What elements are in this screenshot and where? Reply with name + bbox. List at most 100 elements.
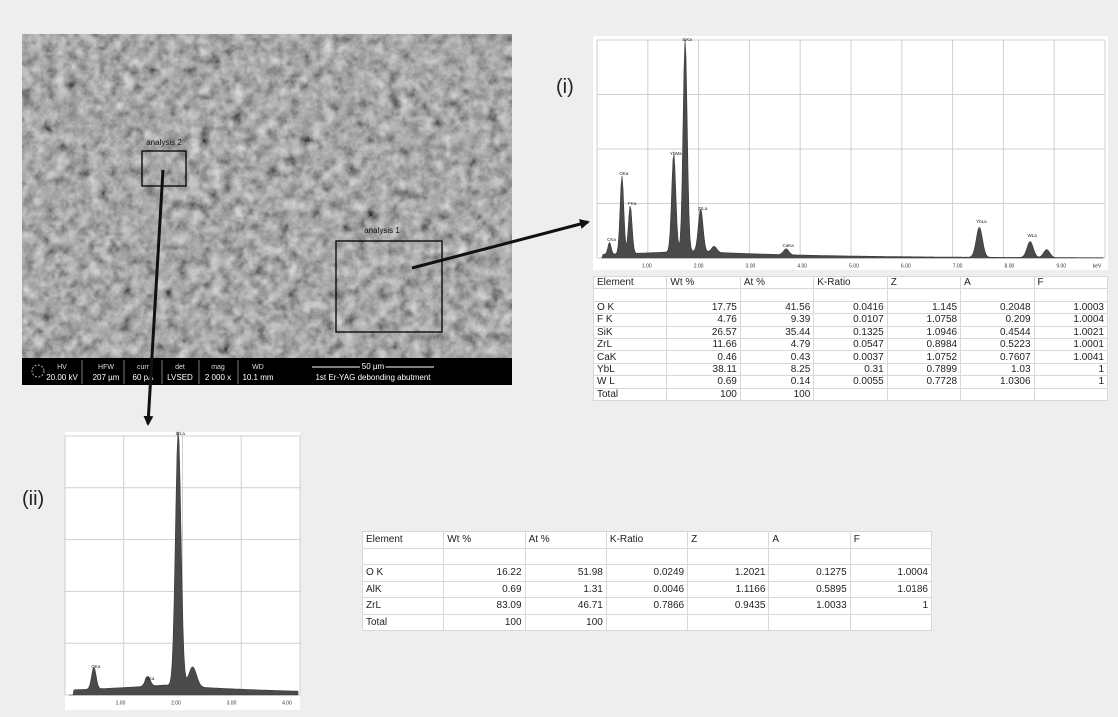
header-cell: A (768, 531, 851, 549)
header-cell: At % (524, 531, 607, 549)
info-caption: 1st Er-YAG debonding abutment (315, 373, 431, 382)
peak-label: ZrLa (176, 431, 186, 436)
table-row: ZrL 83.09 46.71 0.7866 0.9435 1.0033 1 (361, 597, 933, 615)
table-cell: 4.76 (666, 313, 741, 327)
table-cell: O K (361, 564, 445, 582)
empty-cell (849, 547, 933, 565)
spectrum: 1.00 2.00 3.00 4.00 OKa AlKa ZrLa (64, 431, 301, 706)
analysis-box (141, 150, 187, 187)
arrow (411, 219, 590, 270)
spectrum-tick-label: 5.00 (849, 263, 859, 269)
table-cell: AlK (361, 580, 445, 598)
table-cell: 1.0003 (1033, 300, 1109, 315)
table-cell: 0.5223 (960, 337, 1035, 352)
table-cell: 0.43 (739, 350, 815, 364)
table-cell: 1.03 (960, 362, 1035, 377)
spectrum-trace (69, 431, 299, 696)
spectrum-tick-label: keV (1093, 263, 1102, 269)
info-bar-texts: HV 20.00 kV HFW 207 µm curr 60 pA det LVSED mag 2… (31, 360, 434, 384)
table-cell: 0.1325 (813, 325, 888, 339)
table-cell: 83.09 (443, 597, 526, 615)
peak-label: CKa (607, 237, 616, 242)
table-cell: 0.0249 (605, 564, 689, 582)
arrow (143, 169, 165, 426)
spectrum-tick-label: 8.00 (1005, 263, 1015, 269)
peak-label: OKa (619, 171, 629, 176)
table-cell: 0.69 (443, 580, 526, 598)
header-cell: F (1033, 275, 1109, 290)
table-cell: 0.9435 (687, 597, 770, 615)
table-row: AlK 0.69 1.31 0.0046 1.1166 0.5895 1.0186 (361, 580, 933, 598)
table-cell: 0.69 (666, 375, 741, 389)
table-cell: 1.0021 (1033, 325, 1109, 339)
table-cell: 9.39 (739, 313, 815, 327)
empty-cell (768, 613, 851, 631)
table-cell: 0.0046 (605, 580, 689, 598)
table-row: SiK 26.57 35.44 0.1325 1.0946 0.4544 1.0021 (592, 325, 1109, 339)
table-cell: 100 (524, 613, 607, 631)
table-cell: 0.7866 (605, 597, 689, 615)
spectrum-tick-label: 4.00 (797, 263, 807, 269)
spectrum-tick-label: 2.00 (694, 263, 704, 269)
table-row: YbL 38.11 8.25 0.31 0.7899 1.03 1 (592, 362, 1109, 377)
peak-label: ZrLa (698, 206, 708, 211)
table-cell: 0.8984 (886, 337, 962, 352)
header-cell: K-Ratio (605, 531, 689, 549)
table-cell: F K (592, 313, 668, 327)
table-cell: 1 (849, 597, 933, 615)
table-cell: 51.98 (524, 564, 607, 582)
table-cell: 1.1166 (687, 580, 770, 598)
panel-label: (ii) (22, 488, 45, 510)
peak-label: WLa (1027, 233, 1037, 238)
table-cell: 0.7899 (886, 362, 962, 377)
info-value: 60 pA (133, 373, 155, 382)
empty-cell (813, 387, 888, 401)
table-cell: CaK (592, 350, 668, 364)
table-cell: 1.0186 (849, 580, 933, 598)
table-cell: 38.11 (666, 362, 741, 377)
table-cell: W L (592, 375, 668, 389)
table-row: CaK 0.46 0.43 0.0037 1.0752 0.7607 1.0041 (592, 350, 1109, 364)
results-table: Element Wt % At % K-Ratio Z A F O K 16.22 51.98 0.… (361, 531, 933, 631)
spectrum-tick-label: 9.00 (1056, 263, 1066, 269)
table-cell: 0.0055 (813, 375, 888, 389)
table-cell: 0.0547 (813, 337, 888, 352)
analysis-box (335, 240, 443, 333)
table-cell: YbL (592, 362, 668, 377)
table-cell: 1.31 (524, 580, 607, 598)
spectrum-tick-label: 4.00 (282, 700, 292, 706)
table-row: Total 100 100 (592, 387, 1109, 401)
peak-label: FKa (628, 201, 637, 206)
logo (31, 364, 45, 378)
empty-cell (666, 288, 741, 302)
panel-label: (i) (556, 76, 574, 98)
info-value: 20.00 kV (46, 373, 78, 382)
info-value: 2 000 x (205, 373, 231, 382)
info-header: WD (252, 364, 264, 371)
info-header: HFW (98, 364, 114, 371)
table-cell: 4.79 (739, 337, 815, 352)
header-cell: K-Ratio (813, 275, 888, 290)
table-row: O K 16.22 51.98 0.0249 1.2021 0.1275 1.0004 (361, 564, 933, 582)
table-cell: 1 (1033, 362, 1109, 377)
table-cell: 1.0758 (886, 313, 962, 327)
header-cell: Wt % (443, 531, 526, 549)
table-cell: 1.0752 (886, 350, 962, 364)
empty-cell (361, 547, 445, 565)
info-value: 207 µm (93, 373, 120, 382)
table-cell: 0.5895 (768, 580, 851, 598)
table-spacer-row (361, 547, 933, 565)
empty-cell (960, 288, 1035, 302)
table-cell: SiK (592, 325, 668, 339)
table-row: W L 0.69 0.14 0.0055 0.7728 1.0306 1 (592, 375, 1109, 389)
table-cell: ZrL (361, 597, 445, 615)
table-cell: 1.0946 (886, 325, 962, 339)
header-cell: F (849, 531, 933, 549)
table-cell: 0.46 (666, 350, 741, 364)
table-cell: 1.2021 (687, 564, 770, 582)
info-value: 10.1 mm (242, 373, 273, 382)
table-cell: O K (592, 300, 668, 315)
empty-cell (605, 547, 689, 565)
table-cell: 11.66 (666, 337, 741, 352)
